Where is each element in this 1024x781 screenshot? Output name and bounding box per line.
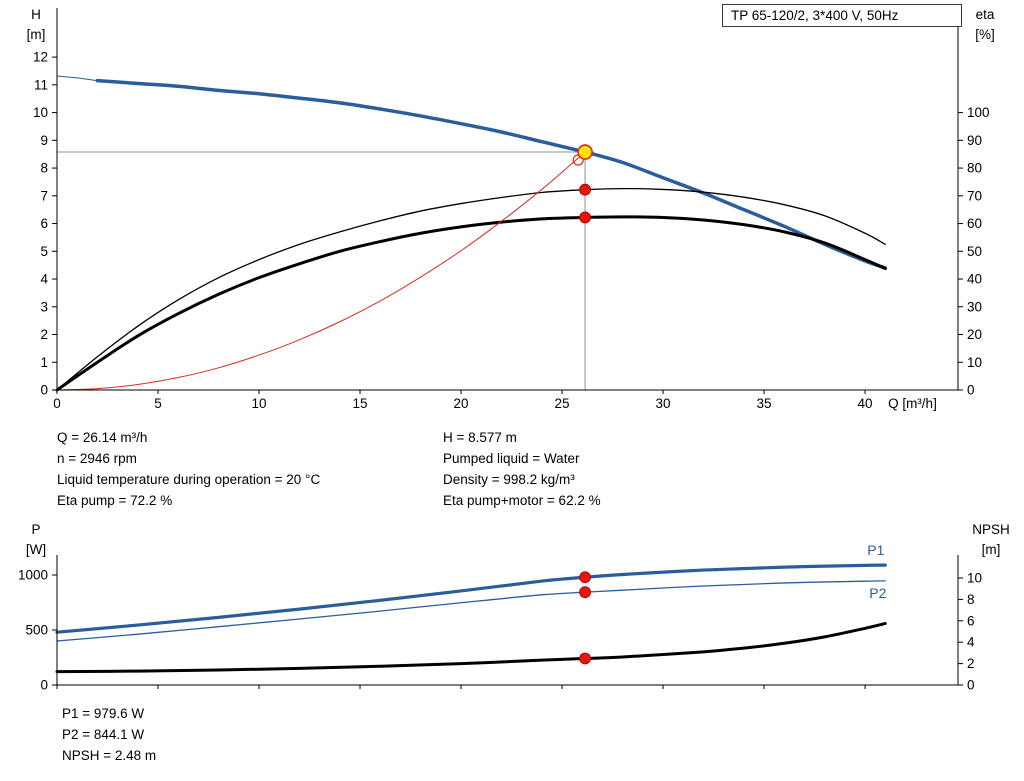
y-left-tick-label: 10: [33, 105, 48, 120]
y-left-tick-label: 500: [25, 623, 48, 638]
y-right-tick-label: 6: [967, 613, 975, 628]
power-npsh-chart: P1 P2 0 500 1000 0 2 4 6 8 10 P [W] NPSH [m]: [18, 522, 1010, 693]
y-left-tick-label: 4: [40, 272, 48, 287]
y-right-axis-unit: [m]: [982, 542, 1001, 557]
y-left-axis-unit: [W]: [26, 542, 46, 557]
y-left-tick-label: 1000: [18, 568, 48, 583]
x-tick-label: 5: [154, 396, 162, 411]
y-right-tick-label: 60: [967, 216, 982, 231]
p2-marker: [579, 586, 591, 599]
x-tick-label: 10: [252, 396, 267, 411]
y-right-tick-label: 80: [967, 161, 982, 176]
info-line-speed: n = 2946 rpm: [57, 451, 137, 466]
eta-pump-marker: [579, 183, 591, 196]
y-right-tick-label: 0: [967, 678, 975, 693]
eta-pump-motor-curve: [55, 215, 887, 392]
npsh-curve: [55, 621, 887, 674]
y-left-axis-unit: [m]: [27, 27, 46, 42]
info-line-liquid-temp: Liquid temperature during operation = 20…: [57, 472, 321, 487]
y-right-tick-label: 90: [967, 133, 982, 148]
y-left-tick-label: 9: [40, 133, 48, 148]
y-left-tick-label: 12: [33, 50, 48, 65]
y-right-tick-label: 10: [967, 355, 982, 370]
y-right-tick-label: 10: [967, 571, 982, 586]
duty-point[interactable]: [577, 144, 593, 160]
y-right-tick-label: 70: [967, 188, 982, 203]
y-left-axis-title: P: [31, 522, 40, 537]
y-right-tick-label: 4: [967, 635, 975, 650]
y-right-tick-label: 30: [967, 299, 982, 314]
y-left-tick-label: 2: [40, 327, 48, 342]
y-right-tick-label: 0: [967, 383, 975, 398]
y-left-tick-label: 0: [40, 678, 48, 693]
y-left-tick-label: 3: [40, 299, 48, 314]
eta-pump-motor-marker: [579, 211, 591, 224]
info-line-q: Q = 26.14 m³/h: [57, 430, 148, 445]
power-info: P1 = 979.6 W P2 = 844.1 W NPSH = 2.48 m: [62, 703, 156, 766]
info-line-npsh: NPSH = 2.48 m: [62, 748, 157, 763]
x-tick-label: 20: [454, 396, 469, 411]
qh-curve-min-flow: [56, 75, 98, 82]
x-tick-label: 35: [757, 396, 772, 411]
chart-title-box: [722, 4, 962, 27]
npsh-marker: [579, 652, 591, 665]
system-curve: [56, 151, 586, 391]
y-left-tick-label: 0: [40, 383, 48, 398]
info-line-density: Density = 998.2 kg/m³: [443, 472, 575, 487]
p1-curve-label: P1: [867, 542, 884, 558]
y-right-axis-title: NPSH: [972, 522, 1010, 537]
y-left-axis-title: H: [31, 7, 41, 22]
y-right-tick-label: 50: [967, 244, 982, 259]
info-line-p1: P1 = 979.6 W: [62, 706, 145, 721]
duty-info-right: H = 8.577 m Pumped liquid = Water Densit…: [443, 427, 601, 511]
x-axis-title: Q [m³/h]: [888, 396, 937, 411]
y-right-tick-label: 20: [967, 327, 982, 342]
x-tick-label: 15: [353, 396, 368, 411]
x-tick-label: 0: [53, 396, 61, 411]
y-right-axis-title: eta: [976, 7, 995, 22]
y-left-tick-label: 11: [34, 77, 48, 92]
p2-curve-label: P2: [869, 585, 886, 601]
x-tick-label: 30: [656, 396, 671, 411]
y-right-axis-unit: [%]: [975, 27, 995, 42]
y-left-tick-label: 1: [40, 355, 48, 370]
duty-info-left: Q = 26.14 m³/h n = 2946 rpm Liquid tempe…: [57, 427, 320, 511]
y-right-tick-label: 100: [967, 105, 990, 120]
x-tick-label: 40: [858, 396, 873, 411]
hq-eta-chart: 0 5 10 15 20 25 30 35 40012345678910111201020304…: [27, 4, 995, 411]
p1-marker: [579, 571, 591, 584]
info-line-p2: P2 = 844.1 W: [62, 727, 145, 742]
chart-title: TP 65-120/2, 3*400 V, 50Hz: [731, 8, 899, 23]
y-right-tick-label: 2: [967, 656, 975, 671]
y-right-tick-label: 40: [967, 272, 982, 287]
eta-pump-curve: [56, 187, 886, 391]
y-left-tick-label: 6: [40, 216, 48, 231]
x-tick-label: 25: [555, 396, 570, 411]
qh-curve: [95, 78, 888, 270]
y-left-tick-label: 7: [40, 188, 48, 203]
info-line-eta-pump-motor: Eta pump+motor = 62.2 %: [443, 493, 601, 508]
y-left-tick-label: 5: [40, 244, 48, 259]
p1-curve: [55, 563, 887, 634]
info-line-h: H = 8.577 m: [443, 430, 517, 445]
p2-curve: [56, 580, 886, 642]
info-line-eta-pump: Eta pump = 72.2 %: [57, 493, 173, 508]
info-line-pumped-liquid: Pumped liquid = Water: [443, 451, 580, 466]
y-right-tick-label: 8: [967, 592, 975, 607]
y-left-tick-label: 8: [40, 161, 48, 176]
